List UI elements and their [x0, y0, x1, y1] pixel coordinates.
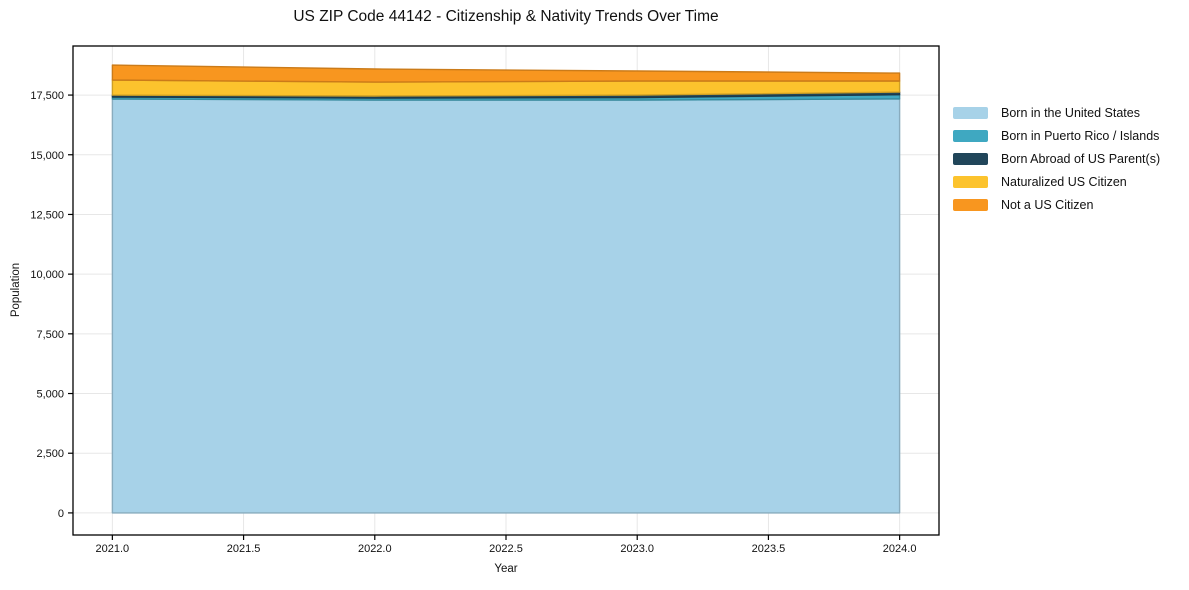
- legend: Born in the United States Born in Puerto…: [953, 101, 1160, 216]
- legend-swatch-born-pr-icon: [953, 129, 988, 142]
- svg-text:10,000: 10,000: [30, 269, 64, 281]
- chart-title: US ZIP Code 44142 - Citizenship & Nativi…: [293, 8, 719, 25]
- svg-text:2023.0: 2023.0: [620, 543, 654, 555]
- legend-label: Not a US Citizen: [1001, 197, 1094, 212]
- svg-text:2023.5: 2023.5: [752, 543, 786, 555]
- svg-text:2022.5: 2022.5: [489, 543, 523, 555]
- svg-text:2022.0: 2022.0: [358, 543, 392, 555]
- legend-label: Naturalized US Citizen: [1001, 174, 1127, 189]
- svg-text:12,500: 12,500: [30, 209, 64, 221]
- legend-swatch-born-abroad-icon: [953, 152, 988, 165]
- y-axis-label: Population: [10, 262, 22, 318]
- svg-text:7,500: 7,500: [36, 329, 64, 341]
- svg-text:5,000: 5,000: [36, 389, 64, 401]
- svg-text:0: 0: [58, 508, 64, 520]
- legend-swatch-not-citizen-icon: [953, 198, 988, 211]
- legend-item: Born in Puerto Rico / Islands: [953, 124, 1160, 147]
- legend-swatch-naturalized-icon: [953, 175, 988, 188]
- legend-label: Born in Puerto Rico / Islands: [1001, 128, 1160, 143]
- legend-item: Not a US Citizen: [953, 193, 1160, 216]
- legend-label: Born in the United States: [1001, 105, 1140, 120]
- svg-text:2021.5: 2021.5: [227, 543, 261, 555]
- legend-item: Born in the United States: [953, 101, 1160, 124]
- legend-item: Born Abroad of US Parent(s): [953, 147, 1160, 170]
- legend-swatch-born-us-icon: [953, 106, 988, 119]
- legend-label: Born Abroad of US Parent(s): [1001, 151, 1161, 166]
- legend-item: Naturalized US Citizen: [953, 170, 1160, 193]
- svg-text:2021.0: 2021.0: [96, 543, 130, 555]
- svg-text:2,500: 2,500: [36, 448, 64, 460]
- svg-text:15,000: 15,000: [30, 150, 64, 162]
- svg-text:2024.0: 2024.0: [883, 543, 917, 555]
- x-axis-label: Year: [494, 563, 518, 575]
- svg-text:17,500: 17,500: [30, 90, 64, 102]
